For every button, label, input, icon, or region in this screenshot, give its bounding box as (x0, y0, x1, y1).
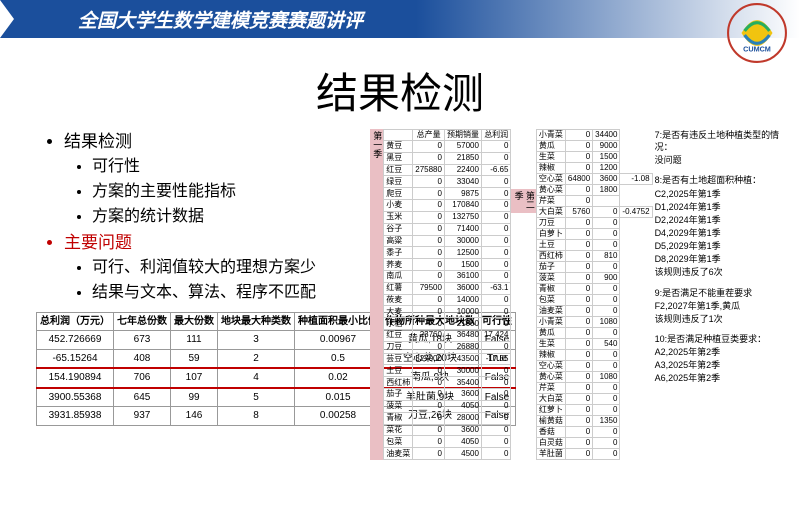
ann-8c: D1,2024年第1季 (655, 201, 788, 213)
season2-label: 第二季 (511, 189, 536, 213)
detail-table-2: 小青菜034400黄瓜09000生菜01500辣椒01200空心菜6480036… (536, 129, 653, 460)
ann-8h: 该规则违反了6次 (655, 266, 788, 278)
bullet-few-ideal: 可行、利润值较大的理想方案少 (92, 256, 380, 281)
ann-10c: A3,2025年第2季 (655, 359, 788, 371)
ann-10: 10:是否满足种植豆类要求： (655, 333, 788, 345)
ann-9b: F2,2027年第1季,黄瓜 (655, 300, 788, 312)
slide-header: 全国大学生数学建模竞赛赛题讲评 (0, 0, 800, 38)
ann-8d: D2,2024年第1季 (655, 214, 788, 226)
ann-8f: D5,2029年第1季 (655, 240, 788, 252)
bullet-list: 结果检测 可行性 方案的主要性能指标 方案的统计数据 主要问题 可行、利润值较大… (40, 129, 380, 306)
th-total: 七年总份数 (114, 312, 171, 331)
left-column: 结果检测 可行性 方案的主要性能指标 方案的统计数据 主要问题 可行、利润值较大… (40, 129, 380, 460)
detail-table-1: 总产量预期销量总利润 黄豆0570000黑豆0218500红豆275880224… (383, 129, 511, 460)
bullet-mismatch: 结果与文本、算法、程序不匹配 (92, 281, 380, 306)
bullet-problems: 主要问题 可行、利润值较大的理想方案少 结果与文本、算法、程序不匹配 (64, 230, 380, 306)
ann-7: 7:是否有违反土地种植类型的情况： (655, 129, 788, 153)
ann-8: 8:是否有土地超面积种植： (655, 174, 788, 186)
bullet-perf: 方案的主要性能指标 (92, 180, 380, 205)
ann-8e: D4,2029年第1季 (655, 227, 788, 239)
header-chevron (14, 0, 28, 38)
cumcm-logo-icon: CUMCM (726, 2, 788, 64)
bullet-feasibility: 可行性 (92, 155, 380, 180)
slide-body: 结果检测 可行性 方案的主要性能指标 方案的统计数据 主要问题 可行、利润值较大… (0, 121, 800, 460)
header-chevron-bg (0, 0, 14, 38)
header-title: 全国大学生数学建模竞赛赛题讲评 (78, 6, 363, 33)
right-column: 第一季 总产量预期销量总利润 黄豆0570000黑豆0218500红豆27588… (370, 129, 788, 460)
season1-label: 第一季 (370, 129, 383, 460)
th-min-ratio: 种植面积最小比例 (295, 312, 382, 331)
ann-10b: A2,2025年第2季 (655, 346, 788, 358)
ann-7b: 没问题 (655, 154, 788, 166)
svg-text:CUMCM: CUMCM (743, 45, 771, 54)
ann-8b: C2,2025年第1季 (655, 188, 788, 200)
slide-main-title: 结果检测 (0, 60, 800, 121)
th-plot-kinds: 地块最大种类数 (218, 312, 295, 331)
th-max: 最大份数 (171, 312, 218, 331)
bullet-results: 结果检测 可行性 方案的主要性能指标 方案的统计数据 (64, 129, 380, 230)
th-profit: 总利润（万元） (37, 312, 114, 331)
annotations: 7:是否有违反土地种植类型的情况： 没问题 8:是否有土地超面积种植： C2,2… (653, 129, 788, 460)
ann-10d: A6,2025年第2季 (655, 372, 788, 384)
ann-9: 9:是否满足不能重茬要求 (655, 287, 788, 299)
ann-8g: D8,2029年第1季 (655, 253, 788, 265)
bullet-stats: 方案的统计数据 (92, 205, 380, 230)
ann-9c: 该规则违反了1次 (655, 313, 788, 325)
